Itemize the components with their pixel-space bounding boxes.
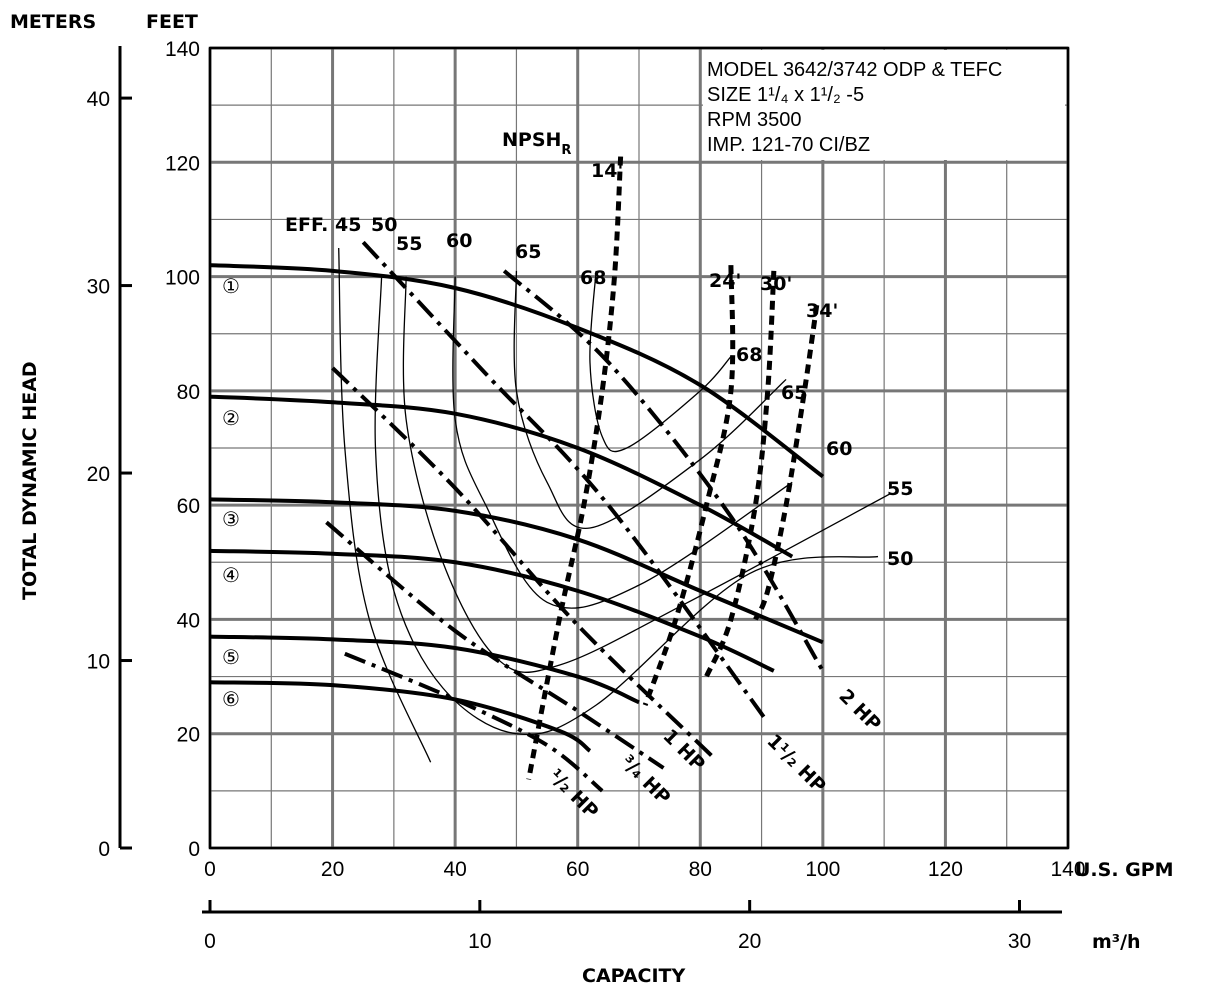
efficiency-label: 68 (580, 267, 606, 289)
x-tick-label: 80 (689, 858, 712, 881)
hp-curve (361, 240, 770, 724)
hp-label: ³/₄ HP (616, 751, 674, 809)
impeller-curve (209, 497, 824, 645)
meters-tick-label: 0 (98, 838, 110, 861)
impeller-curve (209, 680, 592, 753)
x-axis-title: CAPACITY (582, 965, 686, 987)
x-tick-label: 140 (1050, 858, 1085, 881)
efficiency-label: 55 (396, 233, 422, 255)
npshr-curves (526, 156, 820, 780)
x-tick-label: 100 (805, 858, 840, 881)
efficiency-label: 50 (887, 548, 913, 570)
npshr-curve (526, 156, 624, 780)
hp-curve (325, 520, 665, 770)
hp-curve (502, 269, 825, 672)
efficiency-curve (338, 247, 432, 763)
x-tick-label: 20 (321, 858, 344, 881)
meters-tick-label: 10 (87, 651, 110, 674)
impeller-curve (209, 634, 640, 705)
npshr-curve (642, 265, 736, 706)
impeller-curve (209, 548, 775, 673)
npsh-value-label: 14' (591, 160, 623, 182)
efficiency-label: 68 (736, 344, 762, 366)
x-tick-label: 60 (566, 858, 589, 881)
impeller-curve (209, 263, 825, 479)
efficiency-label: 55 (887, 478, 913, 500)
tick-labels: 0 20 40 60 80 100 120 1400204060801001201400102… (87, 38, 1086, 953)
efficiency-label: 50 (371, 214, 397, 236)
npshr-curve (753, 304, 820, 621)
y-tick-label: 120 (165, 152, 200, 175)
impeller-curve (209, 394, 794, 559)
meters-tick-label: 40 (87, 88, 110, 111)
info-box (703, 50, 1065, 160)
meters-tick-label: 20 (87, 463, 110, 486)
m3h-tick-label: 10 (468, 930, 491, 953)
impeller-label: ⑤ (222, 647, 240, 669)
impeller-label: ③ (222, 509, 240, 531)
npsh-value-label: 24' (709, 270, 741, 292)
y-tick-label: 140 (165, 38, 200, 61)
impeller-label: ② (222, 408, 240, 430)
m3h-tick-label: 30 (1008, 930, 1031, 953)
y-tick-label: 80 (177, 381, 200, 404)
y-tick-label: 0 (188, 838, 200, 861)
meters-label: METERS (10, 11, 96, 33)
efficiency-label: 60 (826, 438, 852, 460)
impeller-label: ④ (222, 565, 240, 587)
y-tick-label: 100 (165, 267, 200, 290)
npsh-label: NPSHR (502, 129, 571, 158)
impeller-label: ① (222, 276, 240, 298)
feet-label: FEET (146, 11, 198, 33)
y-axis-title: TOTAL DYNAMIC HEAD (19, 361, 41, 600)
efficiency-curve (589, 270, 732, 453)
x-tick-label: 0 (204, 858, 216, 881)
hp-curve (344, 651, 604, 793)
efficiency-curve (513, 270, 787, 529)
plot-border (208, 46, 1070, 850)
info-impeller: IMP. 121-70 CI/BZ (707, 134, 870, 156)
npsh-value-label: 34' (806, 300, 838, 322)
info-size: SIZE 1¹/₄ x 1¹/₂ -5 (707, 84, 864, 106)
x-tick-label: 120 (928, 858, 963, 881)
hp-curve (331, 366, 714, 759)
m3h-unit: m³/h (1092, 931, 1141, 953)
efficiency-label: 65 (515, 241, 541, 263)
gpm-unit: U.S. GPM (1075, 859, 1174, 881)
y-tick-label: 20 (177, 724, 200, 747)
efficiency-label: 65 (781, 382, 807, 404)
hp-label: 2 HP (834, 685, 885, 736)
efficiency-label: EFF. 45 (285, 214, 361, 236)
hp-label: 1¹/₂ HP (762, 730, 829, 797)
info-rpm: RPM 3500 (707, 109, 802, 131)
info-model: MODEL 3642/3742 ODP & TEFC (707, 59, 1002, 81)
y-tick-label: 40 (177, 609, 200, 632)
x-tick-label: 40 (443, 858, 466, 881)
m3h-tick-label: 20 (738, 930, 761, 953)
npsh-value-label: 30' (760, 273, 792, 295)
m3h-tick-label: 0 (204, 930, 216, 953)
impeller-label: ⑥ (222, 689, 240, 711)
horsepower-curves (325, 240, 825, 793)
efficiency-label: 60 (446, 230, 472, 252)
grid-lines (208, 46, 1070, 850)
y-tick-label: 60 (177, 495, 200, 518)
npshr-curve (704, 270, 777, 678)
meters-tick-label: 30 (87, 276, 110, 299)
hp-label: ¹/₂ HP (544, 765, 602, 823)
efficiency-curve (374, 276, 879, 736)
